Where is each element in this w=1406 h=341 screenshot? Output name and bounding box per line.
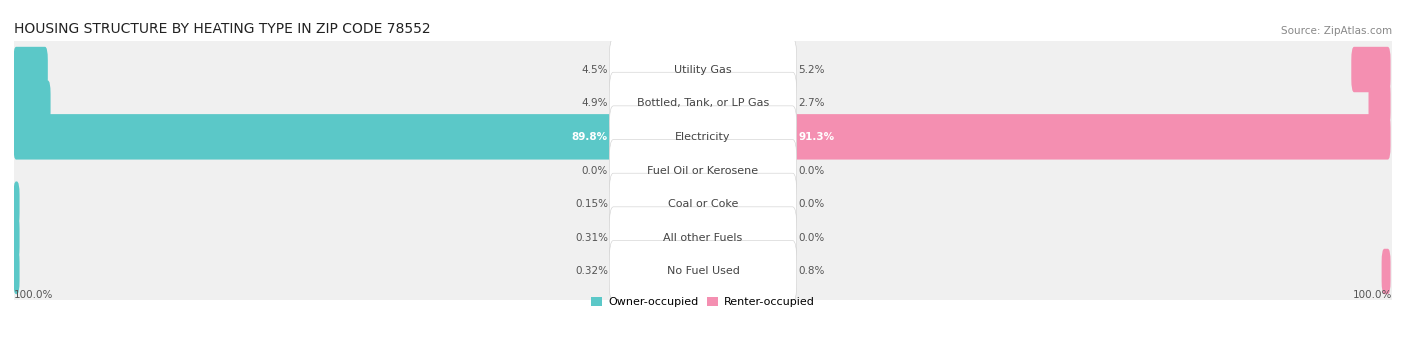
Text: 89.8%: 89.8% [572, 132, 607, 142]
FancyBboxPatch shape [14, 47, 48, 92]
Text: 100.0%: 100.0% [1353, 290, 1392, 300]
Text: 91.3%: 91.3% [799, 132, 834, 142]
Text: 2.7%: 2.7% [799, 98, 824, 108]
Text: 4.9%: 4.9% [582, 98, 607, 108]
Text: 0.0%: 0.0% [799, 199, 824, 209]
Text: Fuel Oil or Kerosene: Fuel Oil or Kerosene [647, 165, 759, 176]
Text: 0.31%: 0.31% [575, 233, 607, 243]
FancyBboxPatch shape [13, 29, 1393, 110]
FancyBboxPatch shape [14, 80, 51, 126]
FancyBboxPatch shape [758, 114, 1391, 160]
FancyBboxPatch shape [13, 62, 1393, 144]
FancyBboxPatch shape [1351, 47, 1391, 92]
Text: Source: ZipAtlas.com: Source: ZipAtlas.com [1281, 26, 1392, 36]
FancyBboxPatch shape [13, 231, 1393, 312]
Text: Electricity: Electricity [675, 132, 731, 142]
FancyBboxPatch shape [14, 114, 636, 160]
FancyBboxPatch shape [609, 173, 797, 235]
FancyBboxPatch shape [14, 215, 20, 261]
Text: Utility Gas: Utility Gas [675, 64, 731, 75]
Text: 0.15%: 0.15% [575, 199, 607, 209]
FancyBboxPatch shape [609, 72, 797, 134]
FancyBboxPatch shape [609, 240, 797, 302]
Text: 0.0%: 0.0% [799, 233, 824, 243]
Text: No Fuel Used: No Fuel Used [666, 266, 740, 277]
Text: 5.2%: 5.2% [799, 64, 824, 75]
FancyBboxPatch shape [1368, 80, 1391, 126]
FancyBboxPatch shape [13, 96, 1393, 178]
Text: 0.8%: 0.8% [799, 266, 824, 277]
FancyBboxPatch shape [609, 139, 797, 202]
Legend: Owner-occupied, Renter-occupied: Owner-occupied, Renter-occupied [592, 297, 814, 308]
Text: 100.0%: 100.0% [14, 290, 53, 300]
Text: 0.0%: 0.0% [799, 165, 824, 176]
Text: 0.0%: 0.0% [582, 165, 607, 176]
FancyBboxPatch shape [13, 163, 1393, 245]
Text: HOUSING STRUCTURE BY HEATING TYPE IN ZIP CODE 78552: HOUSING STRUCTURE BY HEATING TYPE IN ZIP… [14, 22, 430, 36]
FancyBboxPatch shape [609, 207, 797, 269]
FancyBboxPatch shape [609, 39, 797, 101]
FancyBboxPatch shape [609, 106, 797, 168]
Text: All other Fuels: All other Fuels [664, 233, 742, 243]
Text: 0.32%: 0.32% [575, 266, 607, 277]
Text: Bottled, Tank, or LP Gas: Bottled, Tank, or LP Gas [637, 98, 769, 108]
Text: Coal or Coke: Coal or Coke [668, 199, 738, 209]
FancyBboxPatch shape [13, 130, 1393, 211]
FancyBboxPatch shape [1382, 249, 1391, 294]
Text: 4.5%: 4.5% [582, 64, 607, 75]
FancyBboxPatch shape [14, 249, 20, 294]
FancyBboxPatch shape [14, 181, 20, 227]
FancyBboxPatch shape [13, 197, 1393, 279]
